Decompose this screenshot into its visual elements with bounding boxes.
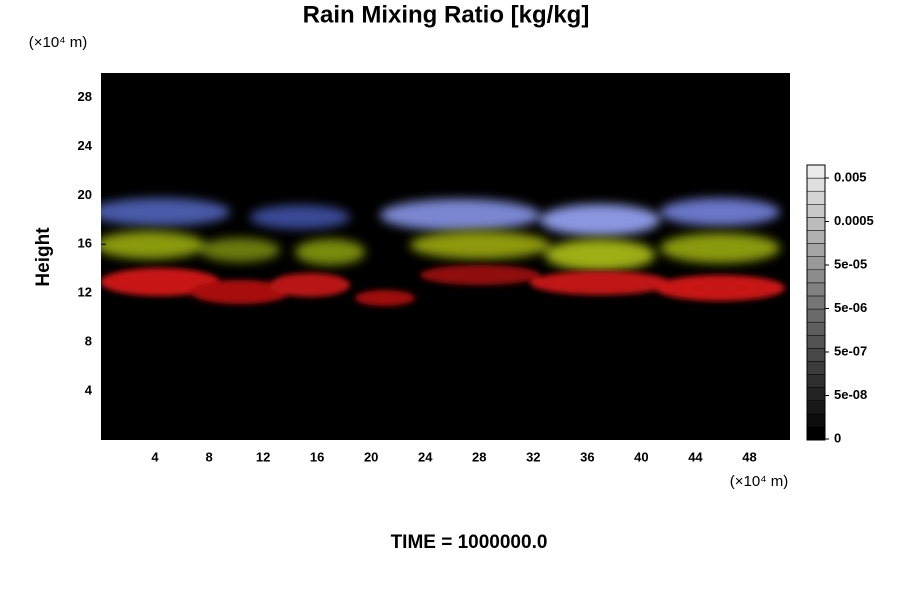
colorbar-step	[806, 282, 826, 297]
chart-title: Rain Mixing Ratio [kg/kg]	[303, 1, 590, 28]
x-tick-label: 4	[151, 449, 159, 464]
x-tick-label: 16	[310, 449, 324, 464]
colorbar: 0 5e-08 5e-07 5e-06 5e-05 0.0005 0.005	[806, 164, 874, 445]
colorbar-step	[806, 204, 826, 218]
y-tick-label: 24	[78, 138, 93, 153]
footer: TIME = 1000000.0	[391, 532, 548, 553]
colorbar-step	[806, 387, 826, 401]
y-tick-label: 4	[85, 383, 93, 398]
blue-layer	[101, 198, 780, 236]
x-tick-label: 8	[205, 449, 212, 464]
x-tick-label: 20	[364, 449, 378, 464]
x-tick-label: 24	[418, 449, 433, 464]
colorbar-frame	[806, 164, 826, 441]
x-tick-label: 40	[634, 449, 648, 464]
colorbar-tick-label: 5e-05	[834, 256, 867, 271]
x-tick-label: 36	[580, 449, 594, 464]
colorbar-step	[806, 374, 826, 388]
colorbar-step	[806, 361, 826, 375]
x-tick-label: 48	[742, 449, 756, 464]
colorbar-tick-label: 5e-07	[834, 343, 867, 358]
y-tick-label: 16	[78, 236, 92, 251]
colorbar-step	[806, 177, 826, 192]
colorbar-step	[806, 217, 826, 231]
x-tick-label: 44	[688, 449, 703, 464]
colorbar-step	[806, 426, 826, 441]
colorbar-step	[806, 400, 826, 415]
y-tick-label: 12	[78, 285, 92, 300]
colorbar-tick-label: 5e-08	[834, 387, 867, 402]
colorbar-step	[806, 348, 826, 362]
yellow-layer	[101, 231, 780, 271]
colorbar-tick-label: 0.005	[834, 169, 867, 184]
colorbar-step	[806, 190, 826, 205]
y-axis-label: Height	[33, 227, 54, 287]
field	[101, 198, 785, 306]
colorbar-step	[806, 413, 826, 428]
colorbar-step	[806, 164, 826, 179]
y-tick-label: 8	[85, 334, 92, 349]
colorbar-step	[806, 308, 826, 323]
x-tick-label: 12	[256, 449, 270, 464]
y-unit: (×10⁴ m)	[29, 34, 88, 51]
y-tick-label: 20	[78, 187, 92, 202]
colorbar-step	[806, 269, 826, 284]
colorbar-step	[806, 321, 826, 336]
x-tick-label: 32	[526, 449, 540, 464]
colorbar-tick-label: 0	[834, 430, 841, 445]
colorbar-step	[806, 256, 826, 271]
red-layer	[101, 265, 785, 306]
colorbar-step	[806, 334, 826, 349]
y-tick-label: 28	[78, 89, 92, 104]
x-unit: (×10⁴ m)	[730, 473, 789, 490]
colorbar-step	[806, 230, 826, 244]
colorbar-tick-label: 0.0005	[834, 213, 874, 228]
colorbar-tick-label: 5e-06	[834, 300, 867, 315]
colorbar-step	[806, 295, 826, 310]
x-tick-label: 28	[472, 449, 486, 464]
colorbar-step	[806, 243, 826, 257]
